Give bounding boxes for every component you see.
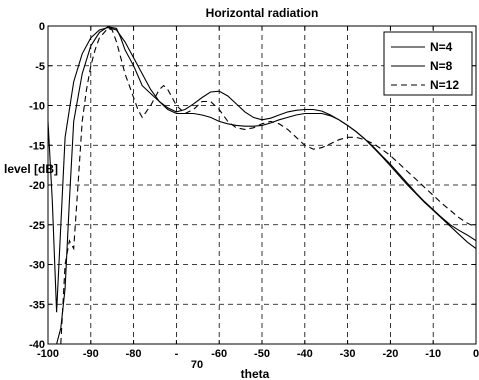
series-line-2 xyxy=(56,26,476,344)
y-tick-labels: 0 -5 -10 -15 -20 -25 -30 -35 -40 xyxy=(29,21,476,351)
x-tick-label: -20 xyxy=(382,348,398,360)
data-lines xyxy=(48,26,476,344)
legend-label: N=4 xyxy=(430,40,453,54)
x-tick-label-extra: 70 xyxy=(191,359,203,371)
x-tick-label: - xyxy=(175,348,179,360)
x-tick-labels: -100 -90 -80- -60 -50 -40 -30 -20 -10 0 xyxy=(37,26,479,360)
x-tick-label: -80 xyxy=(126,348,142,360)
y-tick-label: -30 xyxy=(29,260,45,272)
y-axis-title: level [dB] xyxy=(4,162,58,176)
x-tick-label: -50 xyxy=(254,348,270,360)
x-tick-label: -100 xyxy=(37,348,59,360)
legend: N=4 N=8 N=12 xyxy=(383,31,473,96)
y-tick-label: -20 xyxy=(29,180,45,192)
grid xyxy=(48,26,476,344)
y-tick-label: 0 xyxy=(39,21,45,33)
x-tick-label: -90 xyxy=(83,348,99,360)
y-tick-label: -5 xyxy=(35,61,45,73)
y-tick-label: -35 xyxy=(29,299,45,311)
series-line-1 xyxy=(48,27,476,313)
x-tick-label: -60 xyxy=(211,348,227,360)
x-tick-label: 0 xyxy=(473,348,479,360)
x-axis-title: theta xyxy=(241,367,270,380)
legend-label: N=12 xyxy=(430,78,459,92)
legend-box xyxy=(383,31,473,96)
series-line-3 xyxy=(60,27,476,344)
legend-label: N=8 xyxy=(430,59,453,73)
y-tick-label: -25 xyxy=(29,220,45,232)
x-tick-label: -30 xyxy=(340,348,356,360)
x-tick-label: -10 xyxy=(425,348,441,360)
chart-title: Horizontal radiation xyxy=(206,6,319,20)
y-tick-label: -40 xyxy=(29,339,45,351)
y-tick-label: -10 xyxy=(29,101,45,113)
y-tick-label: -15 xyxy=(29,140,45,152)
x-tick-label: -40 xyxy=(297,348,313,360)
